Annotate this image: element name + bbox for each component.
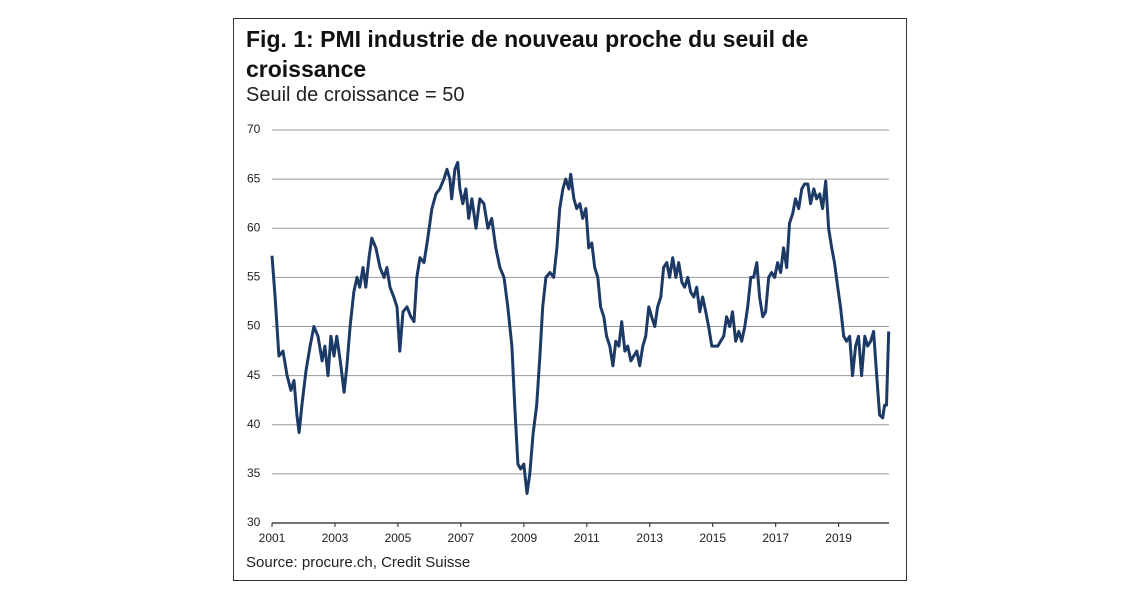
- chart-subtitle: Seuil de croissance = 50: [246, 84, 465, 106]
- x-tick-label: 2015: [699, 531, 726, 545]
- chart-title: Fig. 1: PMI industrie de nouveau proche …: [246, 26, 809, 82]
- x-tick-label: 2003: [322, 531, 349, 545]
- y-tick-label: 50: [247, 319, 261, 333]
- y-tick-label: 35: [247, 466, 261, 480]
- data-line: [270, 160, 891, 495]
- x-tick-label: 2005: [385, 531, 412, 545]
- x-tick-label: 2019: [825, 531, 852, 545]
- y-tick-label: 55: [247, 270, 261, 284]
- y-tick-label: 45: [247, 368, 261, 382]
- y-tick-label: 30: [247, 515, 261, 529]
- source-note: Source: procure.ch, Credit Suisse: [246, 554, 471, 571]
- y-tick-label: 40: [247, 417, 261, 431]
- y-tick-label: 70: [247, 122, 261, 136]
- x-tick-label: 2013: [636, 531, 663, 545]
- x-tick-label: 2009: [510, 531, 537, 545]
- x-tick-label: 2011: [574, 531, 600, 545]
- y-tick-label: 65: [247, 171, 261, 185]
- x-tick-label: 2001: [259, 531, 286, 545]
- chart-frame: [233, 18, 907, 581]
- x-tick-label: 2007: [448, 531, 475, 545]
- x-tick-label: 2017: [762, 531, 789, 545]
- y-tick-label: 60: [247, 220, 261, 234]
